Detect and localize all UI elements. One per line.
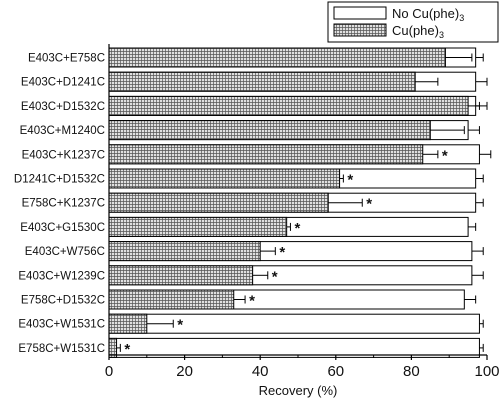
category-label-8: E403C+W756C bbox=[25, 246, 105, 258]
bar-cu-9 bbox=[108, 265, 254, 286]
category-label-7: E403C+G1530C bbox=[20, 222, 105, 234]
x-tick-label-4: 80 bbox=[403, 363, 420, 380]
category-label-1: E403C+D1241C bbox=[21, 77, 105, 89]
category-label-12: E758C+W1531C bbox=[18, 343, 105, 355]
category-labels: E403C+E758C E403C+D1241C E403C+D1532C E403C… bbox=[14, 53, 105, 355]
bars-layer: ********* bbox=[108, 47, 492, 358]
bar-cu-5 bbox=[108, 168, 341, 189]
significance-star-11: * bbox=[177, 317, 183, 334]
category-label-2: E403C+D1532C bbox=[21, 101, 105, 113]
bar-cu-8 bbox=[108, 241, 261, 262]
category-label-5: D1241C+D1532C bbox=[14, 174, 105, 186]
x-tick-label-5: 100 bbox=[474, 363, 499, 380]
legend-swatch-1 bbox=[333, 23, 387, 37]
legend-swatch-0 bbox=[333, 6, 387, 20]
significance-star-7: * bbox=[294, 220, 300, 237]
significance-star-12: * bbox=[124, 341, 130, 358]
category-label-10: E758C+D1532C bbox=[21, 295, 105, 307]
bar-cu-11 bbox=[108, 313, 148, 334]
significance-star-5: * bbox=[347, 172, 353, 189]
significance-star-8: * bbox=[279, 244, 285, 261]
bar-cu-3 bbox=[108, 120, 431, 141]
legend-label-1: Cu(phe)3 bbox=[392, 23, 444, 40]
category-label-9: E403C+W1239C bbox=[18, 270, 105, 282]
bar-cu-6 bbox=[108, 192, 329, 213]
legend-subscript-0: 3 bbox=[459, 13, 464, 23]
legend: No Cu(phe)3Cu(phe)3 bbox=[327, 1, 499, 43]
bar-cu-4 bbox=[108, 144, 424, 165]
significance-star-10: * bbox=[249, 293, 255, 310]
x-axis: 0 20 40 60 80 100 Recovery (%) bbox=[105, 44, 499, 398]
x-axis-label: Recovery (%) bbox=[259, 383, 338, 398]
significance-star-9: * bbox=[272, 268, 278, 285]
bar-cu-0 bbox=[108, 47, 446, 68]
category-label-6: E758C+K1237C bbox=[22, 198, 105, 210]
x-tick-label-3: 60 bbox=[327, 363, 344, 380]
significance-star-6: * bbox=[366, 196, 372, 213]
bar-cu-2 bbox=[108, 95, 469, 116]
bar-cu-7 bbox=[108, 216, 288, 237]
category-label-4: E403C+K1237C bbox=[22, 149, 105, 161]
x-tick-label-2: 40 bbox=[252, 363, 269, 380]
legend-label-0: No Cu(phe)3 bbox=[392, 6, 464, 23]
category-label-11: E403C+W1531C bbox=[18, 319, 105, 331]
bar-cu-10 bbox=[108, 289, 235, 310]
legend-subscript-1: 3 bbox=[439, 30, 444, 40]
bar-cu-1 bbox=[108, 71, 416, 92]
x-tick-label-1: 20 bbox=[176, 363, 193, 380]
x-tick-label-0: 0 bbox=[105, 363, 113, 380]
significance-star-4: * bbox=[442, 147, 448, 164]
category-label-3: E403C+M1240C bbox=[20, 125, 105, 137]
category-label-0: E403C+E758C bbox=[28, 53, 105, 65]
